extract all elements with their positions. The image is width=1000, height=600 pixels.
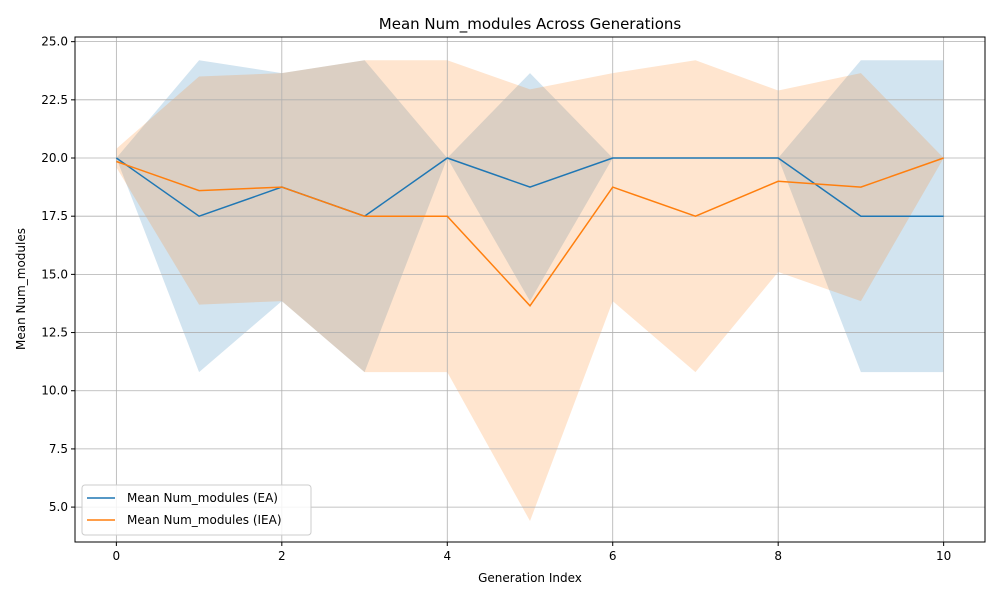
x-tick-label: 8 [774, 549, 782, 563]
legend-box [81, 484, 312, 536]
band-mean-num-modules-iea [116, 60, 944, 522]
x-tick-label: 0 [113, 549, 121, 563]
x-tick-label: 4 [443, 549, 451, 563]
grid-lines [75, 37, 985, 542]
y-tick-label: 15.0 [41, 267, 68, 281]
y-axis-label: Mean Num_modules [14, 228, 28, 350]
series-lines [115, 157, 944, 307]
chart-title: Mean Num_modules Across Generations [379, 15, 682, 34]
legend-label-iea: Mean Num_modules (IEA) [127, 513, 282, 527]
x-tick-label: 10 [936, 549, 951, 563]
x-tick-label: 2 [278, 549, 286, 563]
confidence-bands [116, 60, 944, 522]
y-tick-label: 17.5 [41, 209, 68, 223]
y-tick-label: 12.5 [41, 326, 68, 340]
y-tick-label: 22.5 [41, 93, 68, 107]
y-tick-label: 25.0 [41, 35, 68, 49]
legend: Mean Num_modules (EA) Mean Num_modules (… [81, 484, 312, 536]
y-tick-label: 7.5 [49, 442, 68, 456]
y-tick-label: 10.0 [41, 384, 68, 398]
y-axis-ticks: 5.0 7.5 10.0 12.5 15.0 17.5 20.0 22.5 25.0 [41, 35, 75, 514]
plot-frame [74, 36, 986, 543]
x-tick-label: 6 [609, 549, 617, 563]
line-mean-num-modules-ea [115, 157, 944, 218]
y-tick-label: 5.0 [49, 500, 68, 514]
x-axis-ticks: 0 2 4 6 8 10 [113, 542, 951, 563]
y-tick-label: 20.0 [41, 151, 68, 165]
x-axis-label: Generation Index [478, 571, 582, 585]
line-mean-num-modules-iea [116, 157, 944, 307]
legend-label-ea: Mean Num_modules (EA) [127, 491, 278, 505]
